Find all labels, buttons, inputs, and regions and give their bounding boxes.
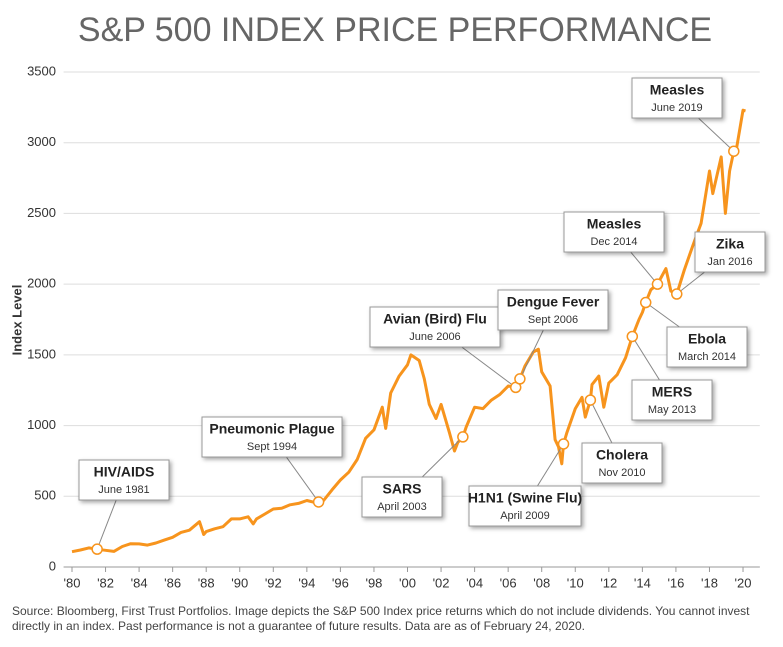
- event-marker: [514, 373, 526, 385]
- y-tick-label: 2000: [27, 276, 56, 291]
- x-tick-label: '94: [298, 575, 315, 590]
- x-tick-label: '06: [500, 575, 517, 590]
- x-tick-label: '08: [533, 575, 550, 590]
- event-date: April 2009: [500, 510, 550, 522]
- callout-box: [468, 485, 582, 527]
- event-marker: [584, 394, 597, 406]
- note-box: Source: Bloomberg, First Trust Portfolio…: [12, 604, 750, 633]
- y-tick-label: 3500: [27, 63, 56, 78]
- event-marker: [557, 438, 570, 450]
- event-date: June 2006: [409, 331, 460, 343]
- x-tick-label: '96: [332, 575, 349, 590]
- y-tick-label: 3000: [27, 134, 56, 149]
- x-tick-label: '20: [735, 575, 752, 590]
- event-name: Zika: [716, 236, 744, 252]
- x-tick-label: '92: [265, 575, 282, 590]
- event-date: Sept 2006: [528, 314, 578, 326]
- y-tick-label: 1500: [27, 346, 56, 361]
- event-name: Measles: [587, 216, 642, 232]
- x-tick-label: '90: [231, 575, 248, 590]
- x-tick-label: '88: [198, 575, 215, 590]
- x-tick-label: '82: [97, 575, 114, 590]
- event-marker: [312, 496, 325, 508]
- x-tick-label: '04: [466, 575, 483, 590]
- callout-box: [361, 476, 443, 518]
- x-tick-label: '84: [131, 575, 148, 590]
- x-tick-label: '86: [164, 575, 181, 590]
- event-date: June 1981: [98, 484, 149, 496]
- x-tick-label: '14: [634, 575, 651, 590]
- event-marker: [671, 288, 683, 300]
- event-date: April 2003: [377, 501, 427, 513]
- event-date: Jan 2016: [707, 256, 752, 268]
- event-date: March 2014: [678, 351, 736, 363]
- y-tick-label: 500: [34, 488, 56, 503]
- event-name: H1N1 (Swine Flu): [468, 490, 582, 506]
- x-tick-label: '10: [567, 575, 584, 590]
- event-marker: [728, 145, 740, 157]
- x-tick-label: '16: [667, 575, 684, 590]
- callout-box: [201, 416, 343, 458]
- callout-box: [497, 289, 609, 331]
- event-name: Avian (Bird) Flu: [383, 311, 487, 327]
- event-name: Dengue Fever: [507, 294, 600, 310]
- event-date: June 2019: [651, 102, 702, 114]
- callout-box: [631, 77, 723, 119]
- callout-box: [666, 326, 748, 368]
- chart-title: S&P 500 INDEX PRICE PERFORMANCE: [78, 11, 712, 49]
- callout-box: [631, 379, 713, 421]
- callout-box: [581, 442, 663, 484]
- event-marker: [626, 330, 639, 343]
- x-tick-label: '12: [600, 575, 617, 590]
- callout-box: [563, 211, 665, 253]
- x-tick-label: '18: [701, 575, 718, 590]
- x-tick-label: '02: [433, 575, 450, 590]
- callout-box: [78, 459, 170, 501]
- x-tick-label: '80: [64, 575, 81, 590]
- source-note: Source: Bloomberg, First Trust Portfolio…: [12, 604, 750, 633]
- callout-box: [694, 231, 766, 273]
- event-name: MERS: [652, 384, 692, 400]
- event-date: Sept 1994: [247, 441, 297, 453]
- y-tick-label: 2500: [27, 205, 56, 220]
- event-marker: [457, 431, 469, 443]
- event-name: HIV/AIDS: [94, 464, 155, 480]
- event-name: Cholera: [596, 447, 648, 463]
- callout-box: [369, 306, 501, 348]
- y-axis-label: Index Level: [9, 285, 24, 356]
- x-tick-label: '98: [365, 575, 382, 590]
- event-date: May 2013: [648, 404, 696, 416]
- event-name: Ebola: [688, 331, 726, 347]
- event-date: Dec 2014: [590, 236, 637, 248]
- event-name: SARS: [383, 481, 422, 497]
- y-tick-label: 0: [49, 558, 56, 573]
- event-marker: [651, 278, 664, 290]
- event-date: Nov 2010: [598, 467, 645, 479]
- event-marker: [639, 296, 652, 309]
- event-name: Measles: [650, 82, 705, 98]
- y-tick-label: 1000: [27, 417, 56, 432]
- event-marker: [91, 543, 103, 555]
- event-name: Pneumonic Plague: [209, 421, 334, 437]
- x-tick-label: '00: [399, 575, 416, 590]
